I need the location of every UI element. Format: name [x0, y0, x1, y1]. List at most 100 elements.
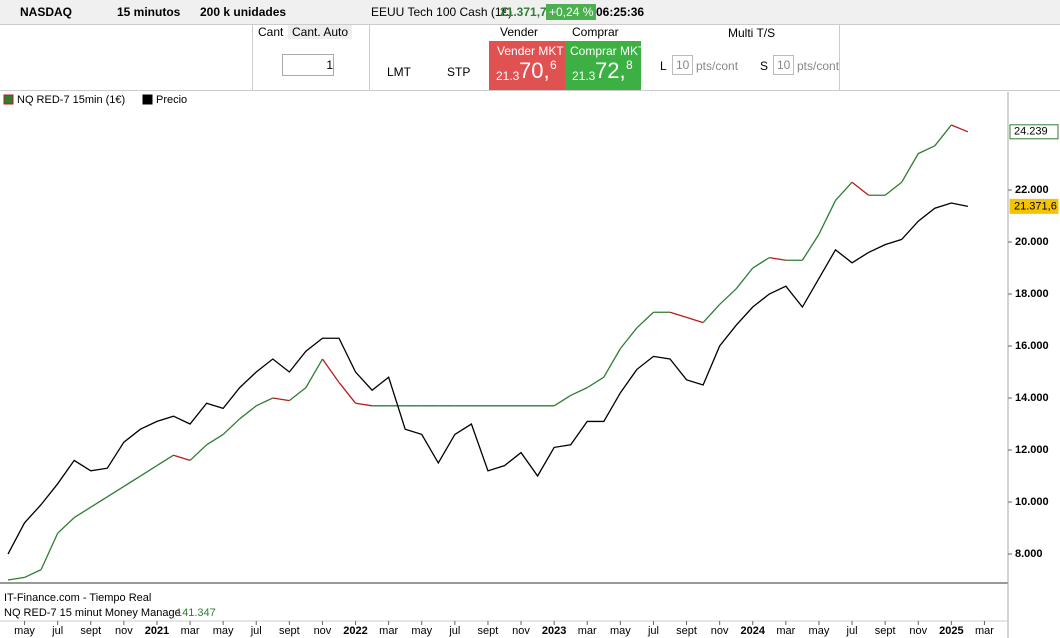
x-tick-label: nov [314, 625, 332, 637]
x-tick-label: 2022 [343, 625, 367, 637]
change: +0,24 % [546, 4, 597, 20]
x-tick-label: may [213, 625, 234, 637]
x-tick-label: sept [478, 625, 499, 637]
equity-segment [719, 288, 737, 305]
x-tick-label: 2025 [939, 625, 963, 637]
x-tick-label: jul [647, 625, 659, 637]
equity-segment [338, 382, 357, 404]
equity-segment [288, 387, 307, 402]
x-tick-label: may [610, 625, 631, 637]
toolbar: NASDAQ 15 minutos 200 k unidades EEUU Te… [0, 0, 1060, 25]
buy-button[interactable]: Comprar MKT 21.3 72, 8 [565, 41, 645, 90]
l-pts[interactable]: 10 [672, 55, 694, 75]
equity-segment [735, 267, 754, 290]
lmt[interactable]: LMT [387, 65, 411, 79]
equity-segment [686, 316, 704, 324]
equity-segment [801, 233, 820, 261]
equity-segment [173, 454, 191, 462]
equity-segment [901, 153, 919, 183]
sell-label: Vender [500, 25, 539, 39]
legend-label: Precio [156, 94, 187, 106]
y-tick-label: 8.000 [1015, 548, 1043, 560]
price-label-box [1009, 124, 1059, 140]
x-tick-label: nov [115, 625, 133, 637]
equity-segment [851, 181, 870, 196]
y-tick-label: 18.000 [1015, 288, 1049, 300]
x-tick-label: sept [676, 625, 697, 637]
qty-box [252, 24, 370, 90]
x-tick-label: may [411, 625, 432, 637]
x-tick-label: sept [80, 625, 101, 637]
equity-segment [156, 454, 174, 467]
equity-segment [7, 576, 25, 581]
l-label[interactable]: L [660, 59, 667, 73]
equity-segment [305, 358, 324, 388]
sell-small: 6 [550, 58, 557, 72]
equity-segment [702, 303, 721, 324]
price-label: 21.371,6 [1014, 200, 1057, 212]
equity-segment [255, 397, 274, 407]
qty-input[interactable]: 1 [282, 54, 334, 76]
stp[interactable]: STP [447, 65, 471, 79]
equity-segment [222, 418, 241, 435]
order-panel: Cant Cant. Auto 1 LMT STP Vender Comprar… [0, 24, 1060, 91]
x-tick-label: 2024 [741, 625, 766, 637]
s-unit: pts/cont [797, 59, 840, 73]
l-unit: pts/cont [696, 59, 739, 73]
indicator-value: 141.347 [176, 607, 216, 619]
ts-box [641, 24, 840, 90]
buy-small: 8 [626, 58, 633, 72]
equity-segment [619, 327, 638, 350]
source: IT-Finance.com - Tiempo Real [4, 592, 152, 604]
equity-segment [321, 358, 340, 383]
equity-segment [951, 124, 969, 133]
sell-button[interactable]: Vender MKT 21.3 70, 6 [489, 41, 565, 90]
s-label[interactable]: S [760, 59, 769, 73]
x-tick-label: mar [578, 625, 597, 637]
equity-segment [123, 475, 141, 487]
y-tick-label: 16.000 [1015, 340, 1049, 352]
equity-segment [40, 532, 59, 570]
equity-segment [239, 405, 257, 420]
y-tick-label: 22.000 [1015, 184, 1049, 196]
x-tick-label: may [14, 625, 35, 637]
buy-prefix: 21.3 [572, 69, 596, 83]
price: 21.371,7 [500, 5, 547, 19]
auto-label[interactable]: Cant. Auto [288, 25, 353, 39]
equity-segment [752, 257, 770, 269]
equity-segment [189, 444, 208, 461]
equity-segment [140, 465, 158, 477]
price-label-box [1009, 198, 1059, 214]
x-tick-label: nov [512, 625, 530, 637]
units[interactable]: 200 k unidades [200, 5, 287, 19]
equity-segment [272, 397, 290, 402]
x-tick-label: 2021 [145, 625, 169, 637]
x-tick-label: mar [379, 625, 398, 637]
instrument[interactable]: NASDAQ [20, 5, 73, 19]
equity-segment [206, 433, 224, 446]
legend-swatch [3, 94, 14, 105]
y-tick-label: 10.000 [1015, 496, 1049, 508]
buy-mkt: Comprar MKT [570, 44, 646, 58]
s-pts[interactable]: 10 [773, 55, 795, 75]
y-tick-label: 14.000 [1015, 392, 1049, 404]
sell-prefix: 21.3 [496, 69, 520, 83]
equity-segment [73, 506, 92, 519]
x-tick-label: jul [250, 625, 262, 637]
instrument-name: EEUU Tech 100 Cash (1€) [371, 5, 513, 19]
timeframe[interactable]: 15 minutos [117, 5, 181, 19]
equity-segment [57, 517, 75, 534]
equity-segment [586, 376, 605, 389]
equity-segment [603, 348, 621, 378]
equity-segment [106, 485, 125, 498]
multi-ts[interactable]: Multi T/S [728, 26, 776, 40]
x-tick-label: nov [711, 625, 729, 637]
x-tick-label: jul [846, 625, 858, 637]
qty-label: Cant [258, 25, 284, 39]
equity-segment [818, 200, 837, 235]
equity-segment [355, 402, 373, 407]
time: 06:25:36 [596, 5, 645, 19]
x-tick-label: mar [975, 625, 994, 637]
